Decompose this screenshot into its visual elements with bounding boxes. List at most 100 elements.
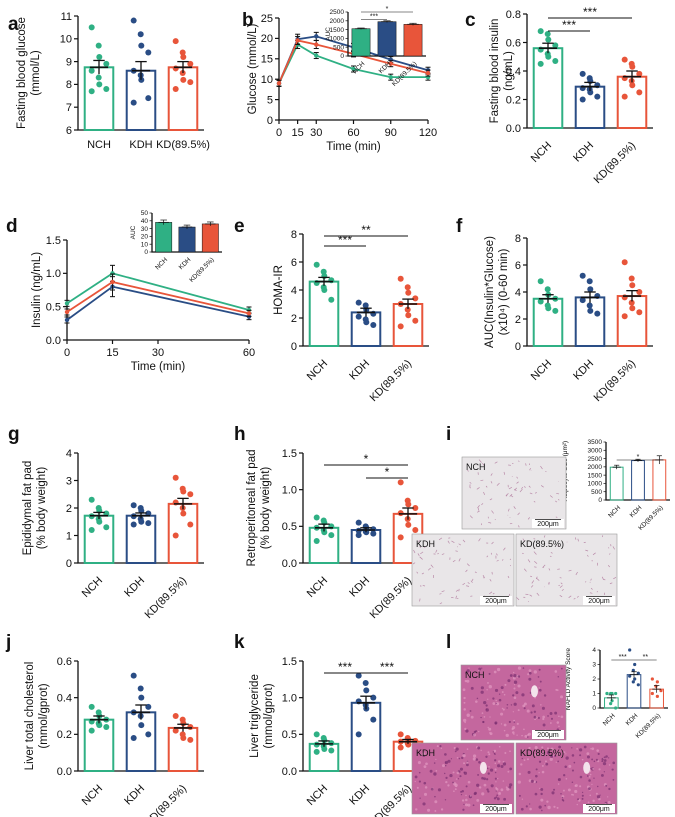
tissue-strand (535, 576, 538, 580)
tissue-dot (495, 796, 498, 799)
tissue-dot (545, 762, 549, 766)
scale-bar-box (532, 730, 564, 739)
tissue-dot (595, 758, 598, 761)
tissue-strand (609, 582, 613, 585)
data-point (172, 38, 179, 45)
tissue-dot (522, 667, 525, 669)
tissue-dot (472, 757, 476, 761)
tissue-strand (554, 500, 558, 503)
y-tick-label: 4 (291, 285, 297, 297)
tissue-dot (470, 715, 474, 719)
tissue-dot (457, 778, 460, 780)
tissue-strand (548, 568, 551, 571)
tissue-strand (503, 547, 506, 551)
tissue-strand (559, 585, 563, 588)
tissue-dot (568, 764, 572, 768)
tissue-strand (584, 581, 587, 583)
data-point (138, 507, 145, 514)
y-tick-label: 500 (591, 489, 602, 496)
tissue-dot (494, 768, 497, 771)
chart-j: 0.0 0.2 0.4 0.6 Liver total cholesterol (mmol… (24, 656, 204, 817)
tissue-dot (579, 748, 583, 752)
tissue-dot (429, 769, 433, 773)
tissue-dot (494, 762, 497, 765)
data-point (370, 322, 377, 328)
tissue-dot (561, 796, 564, 799)
tissue-dot (492, 697, 495, 700)
tissue-dot (507, 679, 511, 683)
histology-i-nch: NCH 200μm (461, 456, 567, 530)
tissue-dot (591, 783, 593, 785)
tissue-dot (480, 716, 482, 719)
tissue-dot (517, 666, 522, 670)
tissue-strand (469, 515, 473, 519)
tissue-dot (555, 761, 557, 763)
data-point (636, 683, 640, 687)
tissue-dot (500, 686, 504, 690)
data-point (397, 479, 404, 486)
tissue-dot (546, 800, 549, 803)
data-point (130, 735, 137, 741)
tissue-dot (586, 775, 589, 777)
bar-d-inset-0 (155, 222, 173, 253)
tissue-dot (520, 807, 524, 811)
y-tick-label: 10 (141, 241, 149, 248)
data-point (404, 284, 411, 291)
tissue-strand (561, 589, 564, 591)
y-tick-label: 0.2 (506, 94, 521, 106)
y-tick-label: 2000 (588, 464, 603, 471)
tissue-dot (461, 790, 465, 793)
data-point (405, 289, 412, 296)
tissue-dot (504, 683, 507, 686)
tissue-dot (550, 754, 553, 757)
y-tick-label: 1 (66, 530, 72, 542)
tissue-strand (489, 498, 493, 501)
tissue-dot (534, 753, 538, 757)
tissue-strand (420, 551, 424, 555)
tissue-dot (563, 751, 566, 754)
tissue-strand (608, 547, 610, 549)
data-point (88, 24, 95, 31)
significance-label: *** (562, 18, 576, 32)
tissue-dot (571, 754, 575, 757)
tissue-strand (494, 519, 496, 521)
tissue-strand (424, 547, 426, 549)
scale-bar-box (583, 596, 615, 605)
tissue-strand (542, 566, 545, 569)
tissue-dot (416, 786, 419, 789)
tissue-dot (453, 790, 455, 793)
tissue-strand (549, 555, 552, 558)
data-point (636, 309, 643, 316)
tissue-strand (528, 485, 531, 488)
tissue-dot (517, 684, 521, 688)
data-point (180, 76, 187, 83)
tissue-dot (512, 694, 515, 697)
tissue-strand (529, 492, 533, 495)
tissue-strand (447, 540, 450, 544)
data-point (412, 295, 419, 302)
y-axis-label: HOMA-IR (273, 265, 285, 315)
x-tick-label: 0 (64, 347, 70, 359)
y-tick-label: 500 (333, 44, 344, 51)
tissue-dot (434, 810, 437, 812)
tissue-dot (553, 788, 556, 791)
y-tick-label: 11 (61, 11, 72, 23)
data-point (276, 81, 282, 86)
data-point (628, 674, 632, 678)
tissue-dot (528, 669, 532, 672)
tissue-strand (488, 521, 492, 524)
tissue-dot (500, 788, 504, 792)
data-point (88, 67, 95, 74)
tissue-dot (521, 798, 524, 800)
tissue-dot (468, 667, 470, 669)
x-axis-label: Time (min) (131, 361, 186, 373)
tissue-dot (602, 761, 607, 766)
tissue-dot (512, 676, 516, 680)
tissue-strand (613, 576, 617, 580)
axes-i-inset (605, 442, 670, 501)
x-axis-label: Time (min) (326, 141, 381, 153)
data-point (621, 93, 628, 100)
tissue-dot (493, 670, 497, 674)
tissue-dot (472, 754, 477, 758)
